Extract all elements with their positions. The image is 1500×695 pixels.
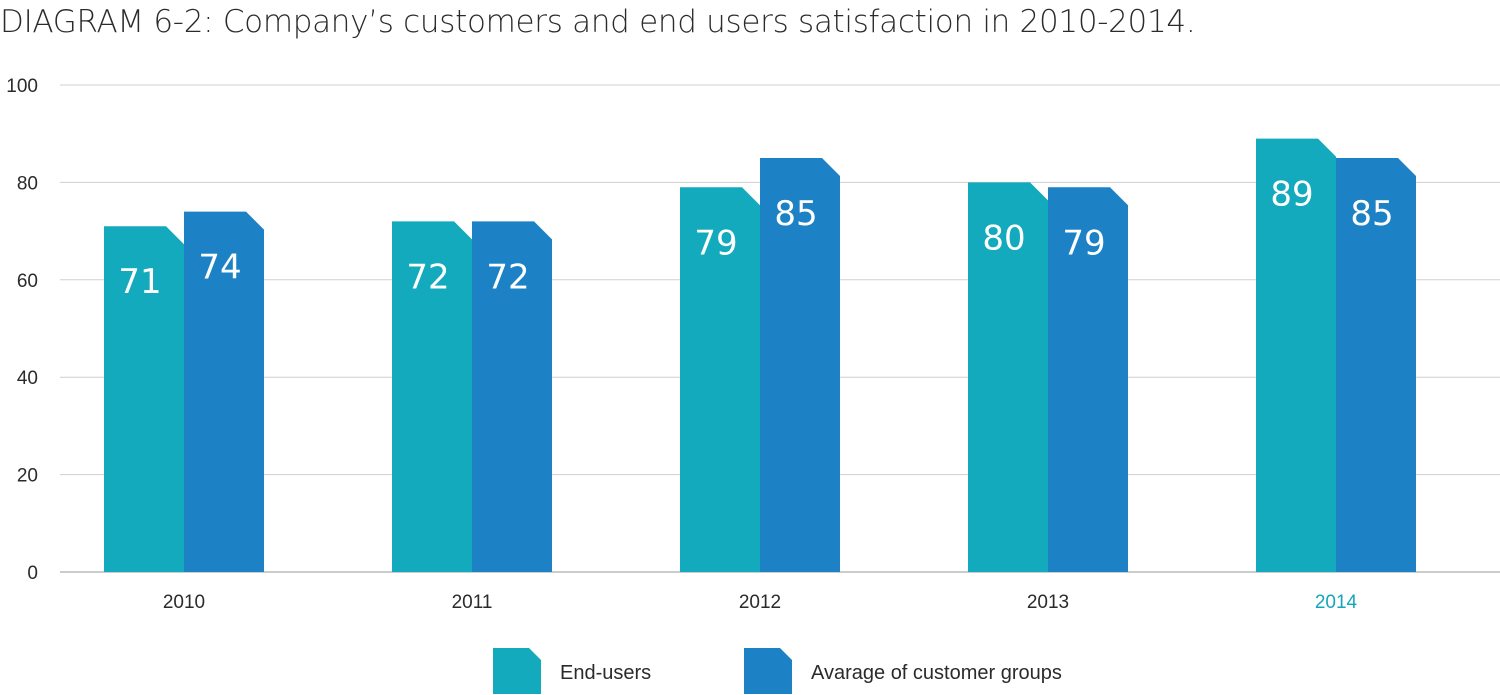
x-axis-ticks: 2010 2011 2012 2013 2014 <box>163 592 1358 613</box>
bar <box>392 221 472 573</box>
x-tick-label: 2010 <box>163 592 205 613</box>
y-axis-ticks: 0 20 40 60 80 100 <box>6 76 38 584</box>
legend-swatch <box>744 648 792 694</box>
bar <box>1336 158 1416 573</box>
bar <box>472 221 552 573</box>
data-label: 79 <box>1062 223 1105 263</box>
data-label: 79 <box>694 223 737 263</box>
data-label: 72 <box>406 257 449 297</box>
y-tick-label: 0 <box>27 563 38 584</box>
legend-label: End-users <box>560 662 651 684</box>
data-label: 89 <box>1270 175 1313 215</box>
legend: End-users Avarage of customer groups <box>493 648 1062 694</box>
bars: 71 74 72 72 79 85 80 79 89 85 <box>104 138 1416 573</box>
bar <box>184 211 264 572</box>
x-tick-label: 2013 <box>1027 592 1069 613</box>
legend-swatch <box>493 648 541 694</box>
y-tick-label: 80 <box>17 173 38 194</box>
data-label: 74 <box>198 248 241 288</box>
bar <box>680 187 760 572</box>
y-tick-label: 40 <box>17 368 38 389</box>
chart-title: DIAGRAM 6-2: Company’s customers and end… <box>0 4 1196 40</box>
bar <box>1048 187 1128 572</box>
bar <box>1256 138 1336 572</box>
bar <box>760 158 840 573</box>
bar <box>968 182 1048 572</box>
x-tick-label: 2011 <box>452 592 493 613</box>
data-label: 85 <box>774 194 817 234</box>
x-tick-label: 2012 <box>739 592 781 613</box>
bar <box>104 226 184 573</box>
y-tick-label: 20 <box>17 466 38 487</box>
data-label: 71 <box>118 262 161 302</box>
data-label: 85 <box>1350 194 1393 234</box>
data-label: 72 <box>486 257 529 297</box>
data-label: 80 <box>982 218 1025 258</box>
x-tick-label: 2014 <box>1315 592 1358 613</box>
y-tick-label: 100 <box>6 76 38 97</box>
y-tick-label: 60 <box>17 271 38 292</box>
legend-label: Avarage of customer groups <box>811 662 1062 684</box>
